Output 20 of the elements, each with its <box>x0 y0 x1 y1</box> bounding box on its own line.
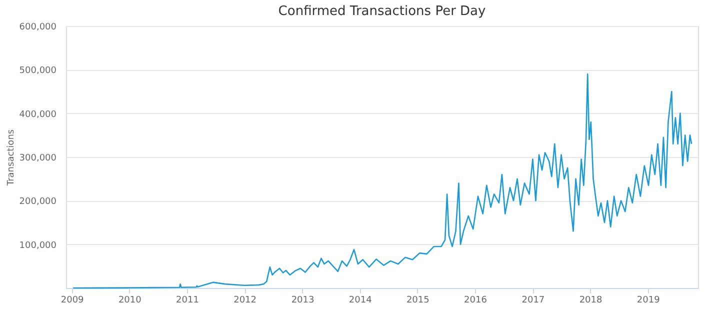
chart-title: Confirmed Transactions Per Day <box>278 4 486 19</box>
x-tick-label: 2009 <box>60 296 84 306</box>
line-series <box>72 73 692 289</box>
x-tick-label: 2010 <box>118 296 142 306</box>
x-tick-label: 2012 <box>234 296 256 306</box>
y-tick-label: 400,000 <box>19 110 57 120</box>
y-tick-label: 200,000 <box>19 197 57 208</box>
x-tick-label: 2019 <box>636 296 660 306</box>
x-tick-label: 2016 <box>464 296 488 306</box>
y-tick-label: 100,000 <box>19 240 57 251</box>
y-axis-title: Transactions <box>6 129 16 187</box>
x-tick-label: 2011 <box>176 296 199 306</box>
y-tick-label: 300,000 <box>19 154 57 164</box>
y-tick-label: 500,000 <box>19 66 57 76</box>
x-tick-label: 2018 <box>579 296 602 306</box>
x-tick-label: 2014 <box>348 296 372 306</box>
x-tick-label: 2017 <box>522 296 545 306</box>
x-tick-label: 2013 <box>291 296 314 306</box>
x-tick-label: 2015 <box>406 296 430 306</box>
y-tick-label: 600,000 <box>19 22 57 32</box>
